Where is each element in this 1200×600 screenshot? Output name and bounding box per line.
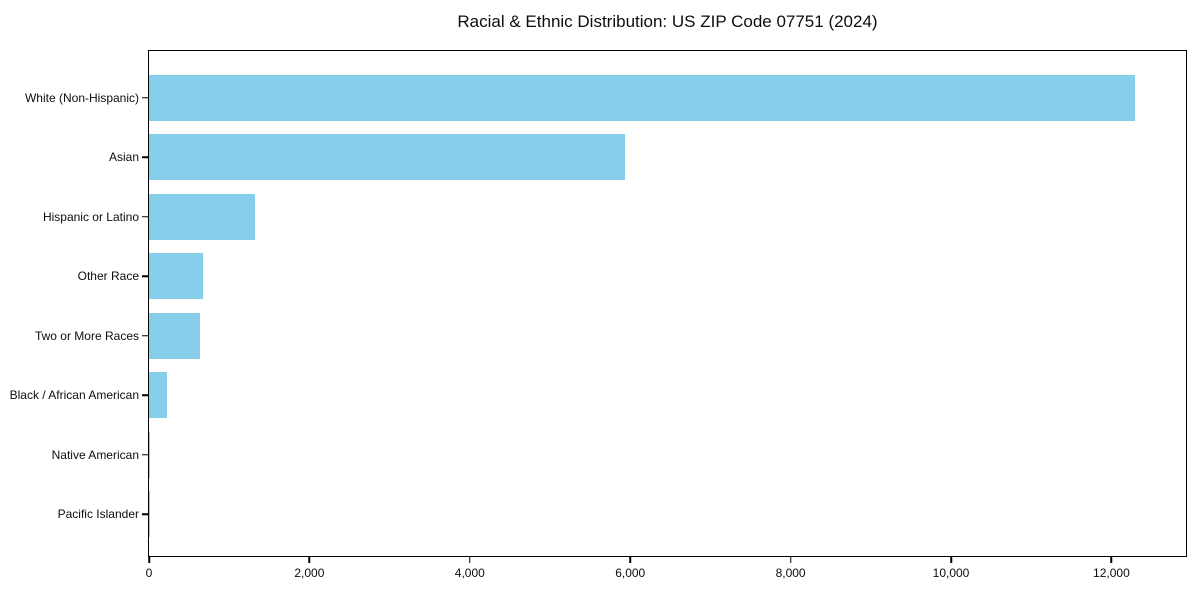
bar-row: White (Non-Hispanic) [25,68,1186,128]
x-axis-tick-label: 12,000 [1093,566,1130,580]
bar-asian [149,134,626,181]
x-axis: 0 2,000 4,000 6,000 8,000 10,000 12,000 [145,557,1186,597]
y-axis-tick-mark [142,335,148,337]
bar-other-race [149,253,203,300]
x-axis-tick-mark [1110,557,1113,563]
y-axis-category-label: Pacific Islander [57,507,139,522]
bar-row: Native American [52,425,1186,485]
x-axis-tick-label: 10,000 [932,566,970,580]
y-axis-category-label: Asian [108,150,139,165]
bar-row: Hispanic or Latino [43,187,1186,247]
y-axis-category-label: Black / African American [9,388,139,403]
bar-white-non-hispanic [149,74,1136,121]
x-axis-tick-mark [308,557,311,563]
bar-black-african-american [149,372,168,419]
y-axis-category-label: White (Non-Hispanic) [24,90,139,105]
plot-area: White (Non-Hispanic) Asian Hispanic or Lat… [10,50,1187,557]
x-axis-tick-mark [469,557,471,563]
y-axis-category-label: Two or More Races [34,328,139,343]
y-axis-tick-mark [142,513,148,515]
x-axis-tick-label: 4,000 [454,566,485,580]
bar-row: Asian [109,128,1186,188]
y-axis-category-label: Other Race [77,269,139,284]
y-axis-tick-mark [142,454,148,456]
bar-hispanic-or-latino [149,193,255,240]
bar-row: Two or More Races [35,306,1186,366]
x-axis-tick-label: 8,000 [775,566,806,580]
x-axis-tick-mark [629,557,631,563]
y-axis-tick-mark [142,156,148,158]
bar-native-american [149,431,150,478]
y-axis-category-label: Hispanic or Latino [42,209,139,224]
x-axis-tick-label: 0 [145,566,153,580]
x-axis-tick-mark [148,557,150,563]
bar-two-or-more-races [149,312,200,359]
bar-rows: White (Non-Hispanic) Asian Hispanic or Lat… [10,51,1186,556]
chart-title: Racial & Ethnic Distribution: US ZIP Cod… [457,12,878,31]
x-axis-tick-label: 2,000 [294,566,325,580]
y-axis-tick-mark [142,216,148,218]
y-axis-tick-mark [142,97,148,99]
bar-row: Black / African American [10,366,1186,426]
x-axis-tick-label: 6,000 [615,566,646,580]
y-axis-tick-mark [142,275,148,277]
bar-row: Other Race [78,247,1186,307]
x-axis-tick-mark [789,557,792,563]
bar-row: Pacific Islander [58,485,1186,545]
y-axis-category-label: Native American [51,447,139,462]
x-axis-tick-mark [950,557,952,563]
y-axis-tick-mark [142,394,148,396]
